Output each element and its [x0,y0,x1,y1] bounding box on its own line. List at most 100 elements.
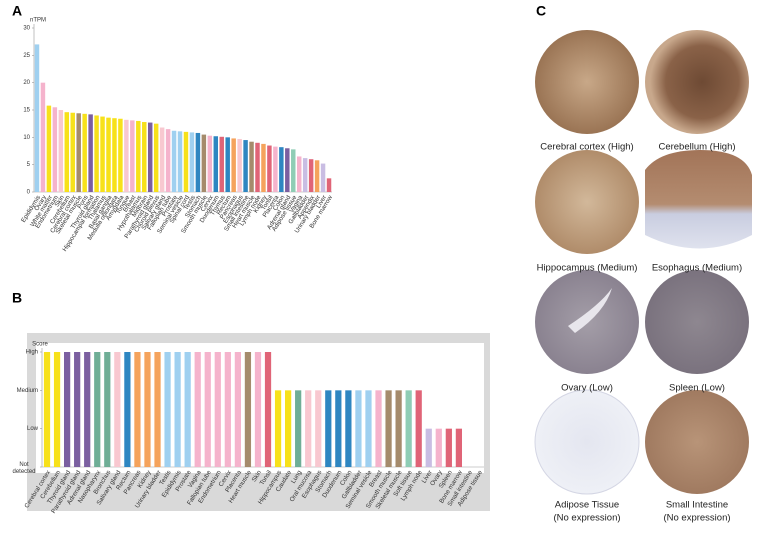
y-tick-label: Low [27,426,39,432]
bar [365,390,372,467]
bar [174,352,181,467]
bar [375,390,382,467]
bar [118,118,123,192]
bar [53,352,61,467]
bar [204,352,211,467]
bar [320,163,326,192]
tissue-image [535,30,639,134]
bar [255,142,260,192]
bar [142,122,147,192]
bar [254,352,262,467]
bar [213,136,219,192]
y-axis-label: Score [32,342,48,348]
tissue-image-detail [568,288,612,333]
bar [106,117,111,192]
bar [234,352,242,467]
bar [295,390,302,467]
y-tick-label: 15 [23,108,30,114]
bar [144,352,151,467]
bar [58,110,64,192]
bar [195,132,201,192]
image-caption: (No expression) [553,513,620,524]
image-caption: Adipose Tissue [555,500,619,511]
bar [63,352,71,467]
bar [94,115,99,192]
bar [279,147,284,192]
bar [284,390,292,467]
bar [165,129,171,192]
bar [153,123,159,192]
y-axis-label: nTPM [30,18,46,24]
bar [194,352,201,467]
tissue-image [534,389,640,495]
bar [112,118,117,192]
bar [326,178,332,192]
bar [88,114,93,192]
bar [154,352,161,467]
bar [100,116,105,192]
bar [314,160,320,192]
bar [164,352,171,467]
bar [435,428,442,467]
bar [189,132,195,192]
y-tick-label: 25 [23,53,30,59]
bar [335,390,342,467]
y-tick-label: Not detected [12,462,35,475]
bar [70,112,75,192]
image-caption: (No expression) [663,513,730,524]
bar [243,140,248,192]
bar [261,143,266,192]
tissue-image [645,270,749,374]
bar [43,352,51,467]
bar [445,428,452,467]
bar [345,390,352,467]
bar [84,352,91,467]
image-caption: Cerebral cortex (High) [540,142,633,153]
bar [291,149,296,192]
y-tick-label: 20 [23,80,30,86]
y-tick-label: 10 [23,135,30,141]
bar [34,44,40,193]
panel-label: B [12,290,22,306]
bar [244,352,252,467]
bar [224,352,231,467]
bar [104,352,111,467]
bar [296,156,302,192]
image-caption: Small Intestine [666,500,728,511]
bar [315,390,322,467]
bar [225,137,230,192]
bar [237,138,242,192]
bar [147,122,153,192]
y-tick-label: High [26,350,38,356]
panel-label: C [536,3,546,19]
bar [52,107,58,192]
bar [415,390,422,467]
bar [74,352,81,467]
y-tick-label: 0 [27,190,31,196]
bar [136,120,141,192]
tissue-image [535,150,639,254]
bar [130,120,135,192]
tissue-image [645,30,749,134]
y-tick-label: Medium [17,388,38,394]
tissue-images [534,30,752,495]
bar [219,136,224,192]
image-caption: Ovary (Low) [561,383,613,394]
bar [302,158,308,192]
image-caption: Cerebellum (High) [658,142,735,153]
bar [273,146,278,192]
panel-label: A [12,3,22,19]
y-tick-label: 5 [27,162,31,168]
bar [114,352,121,467]
bar [183,131,189,192]
tissue-image [645,390,749,494]
bar [94,352,101,467]
image-caption: Hippocampus (Medium) [537,263,638,274]
bar [64,112,70,192]
bar [395,390,402,467]
bar [355,390,362,467]
bar [231,138,236,192]
bar [159,127,165,192]
bar [82,113,87,192]
